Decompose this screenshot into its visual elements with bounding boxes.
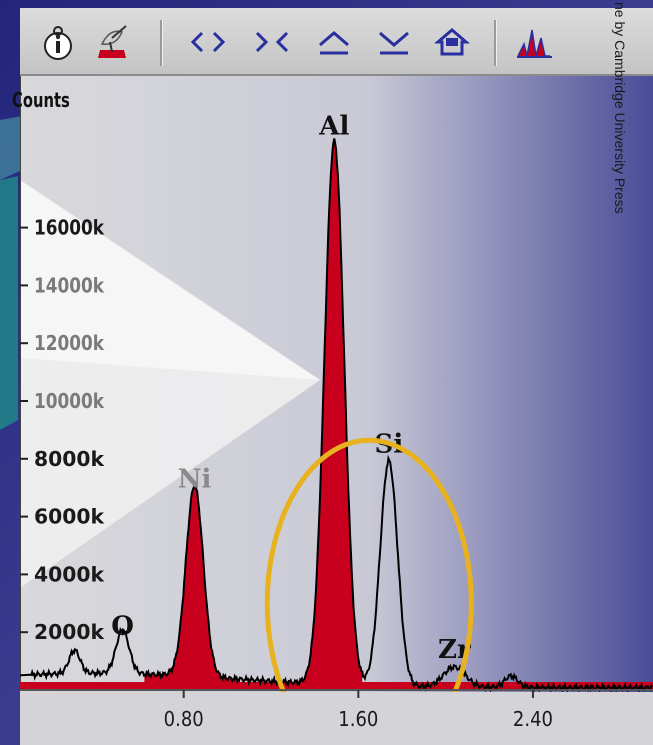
y-axis-label: Counts — [12, 88, 70, 112]
highlight-ellipse — [264, 437, 474, 745]
peak-down-icon[interactable] — [374, 22, 414, 62]
y-tick-label: 8000k — [34, 447, 105, 471]
y-tick-label: 10000k — [34, 389, 105, 413]
peak-label-o: O — [111, 612, 134, 642]
x-tick-label: 0.80 — [164, 707, 204, 731]
spectrum-plot: 2000k 4000k 6000k 8000k 10000k 12000k 14000k 16… — [20, 76, 653, 745]
y-tick-label: 12000k — [34, 331, 105, 355]
al-peak-fill — [292, 141, 363, 691]
baseline-band — [20, 682, 653, 690]
spectrum-icon[interactable] — [514, 22, 554, 62]
expand-icon[interactable] — [188, 22, 228, 62]
contract-icon[interactable] — [252, 22, 292, 62]
spectrum-line — [20, 138, 653, 694]
spectrum-chart: 2000k 4000k 6000k 8000k 10000k 12000k 14000k 16… — [20, 76, 653, 745]
toolbar-separator — [160, 20, 163, 66]
beam-wedge-light — [20, 180, 320, 380]
y-tick-label: 14000k — [34, 273, 105, 297]
peak-label-al: Al — [318, 112, 349, 142]
peak-up-icon[interactable] — [314, 22, 354, 62]
info-icon[interactable] — [38, 22, 78, 62]
satellite-dish-icon[interactable] — [92, 22, 132, 62]
x-tick-label: 2.40 — [513, 707, 553, 731]
y-tick-label: 4000k — [34, 562, 105, 586]
y-tick-label: 2000k — [34, 620, 105, 644]
y-tick-label: 16000k — [34, 216, 105, 240]
peak-label-ni: Ni — [178, 464, 212, 494]
toolbar — [20, 8, 653, 76]
toolbar-separator — [494, 20, 497, 66]
x-tick-label: 1.60 — [338, 707, 378, 731]
ni-peak-fill — [144, 485, 239, 690]
image-credit: ne by Cambridge University Press — [612, 2, 628, 214]
x-axis-band — [20, 692, 653, 745]
y-tick-label: 6000k — [34, 505, 105, 529]
home-icon[interactable] — [432, 22, 472, 62]
